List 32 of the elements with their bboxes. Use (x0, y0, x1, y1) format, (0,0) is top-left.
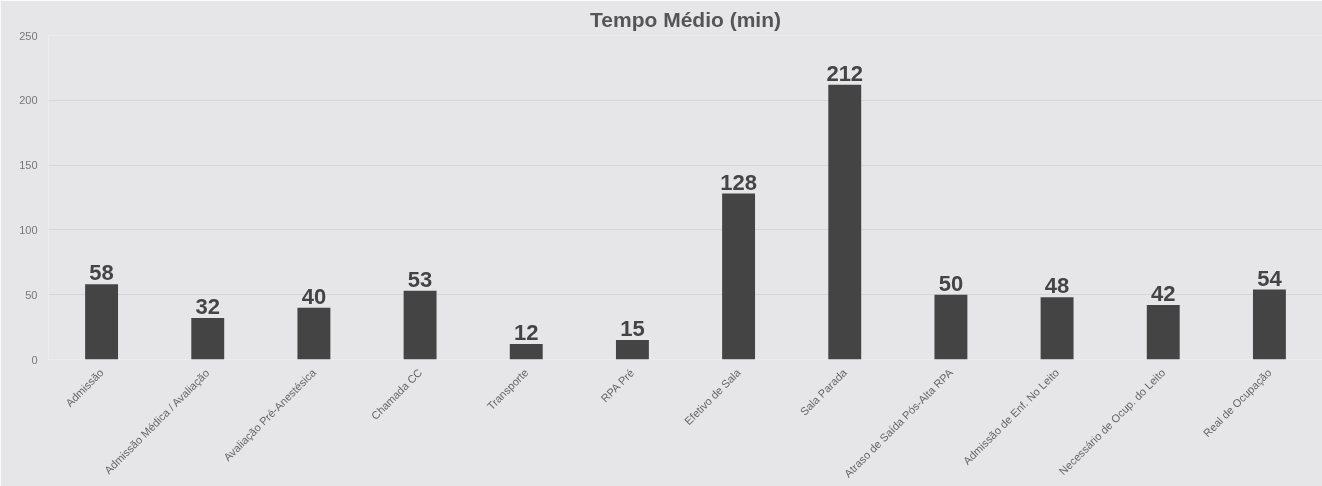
bar (934, 294, 968, 360)
data-label: 53 (407, 266, 433, 292)
bar (1040, 297, 1074, 360)
data-label: 212 (826, 60, 864, 86)
data-label: 54 (1257, 265, 1283, 291)
bar (1252, 289, 1286, 360)
y-tick-label: 100 (19, 223, 38, 236)
y-tick-label: 50 (25, 288, 38, 301)
chart-title: Tempo Médio (min) (590, 7, 781, 31)
y-tick-label: 250 (19, 29, 38, 42)
bar (1146, 305, 1180, 360)
bar (828, 84, 862, 360)
data-label: 15 (620, 316, 645, 342)
data-label: 58 (89, 260, 114, 286)
bar (85, 284, 119, 360)
x-tick-label: RPA Pré (598, 366, 637, 405)
bar (403, 290, 437, 360)
data-label: 40 (301, 283, 327, 309)
bar (509, 343, 543, 360)
data-label: 32 (195, 294, 220, 320)
data-label: 42 (1151, 281, 1176, 307)
bar (722, 193, 756, 360)
data-label: 48 (1044, 273, 1070, 299)
y-tick-label: 200 (19, 94, 38, 107)
y-tick-label: 150 (19, 159, 38, 172)
bar (297, 307, 331, 360)
bar (615, 340, 649, 360)
y-tick-label: 0 (31, 353, 38, 366)
bar (191, 318, 225, 360)
data-label: 50 (938, 270, 964, 296)
data-label: 128 (720, 169, 757, 195)
data-label: 12 (514, 319, 539, 345)
